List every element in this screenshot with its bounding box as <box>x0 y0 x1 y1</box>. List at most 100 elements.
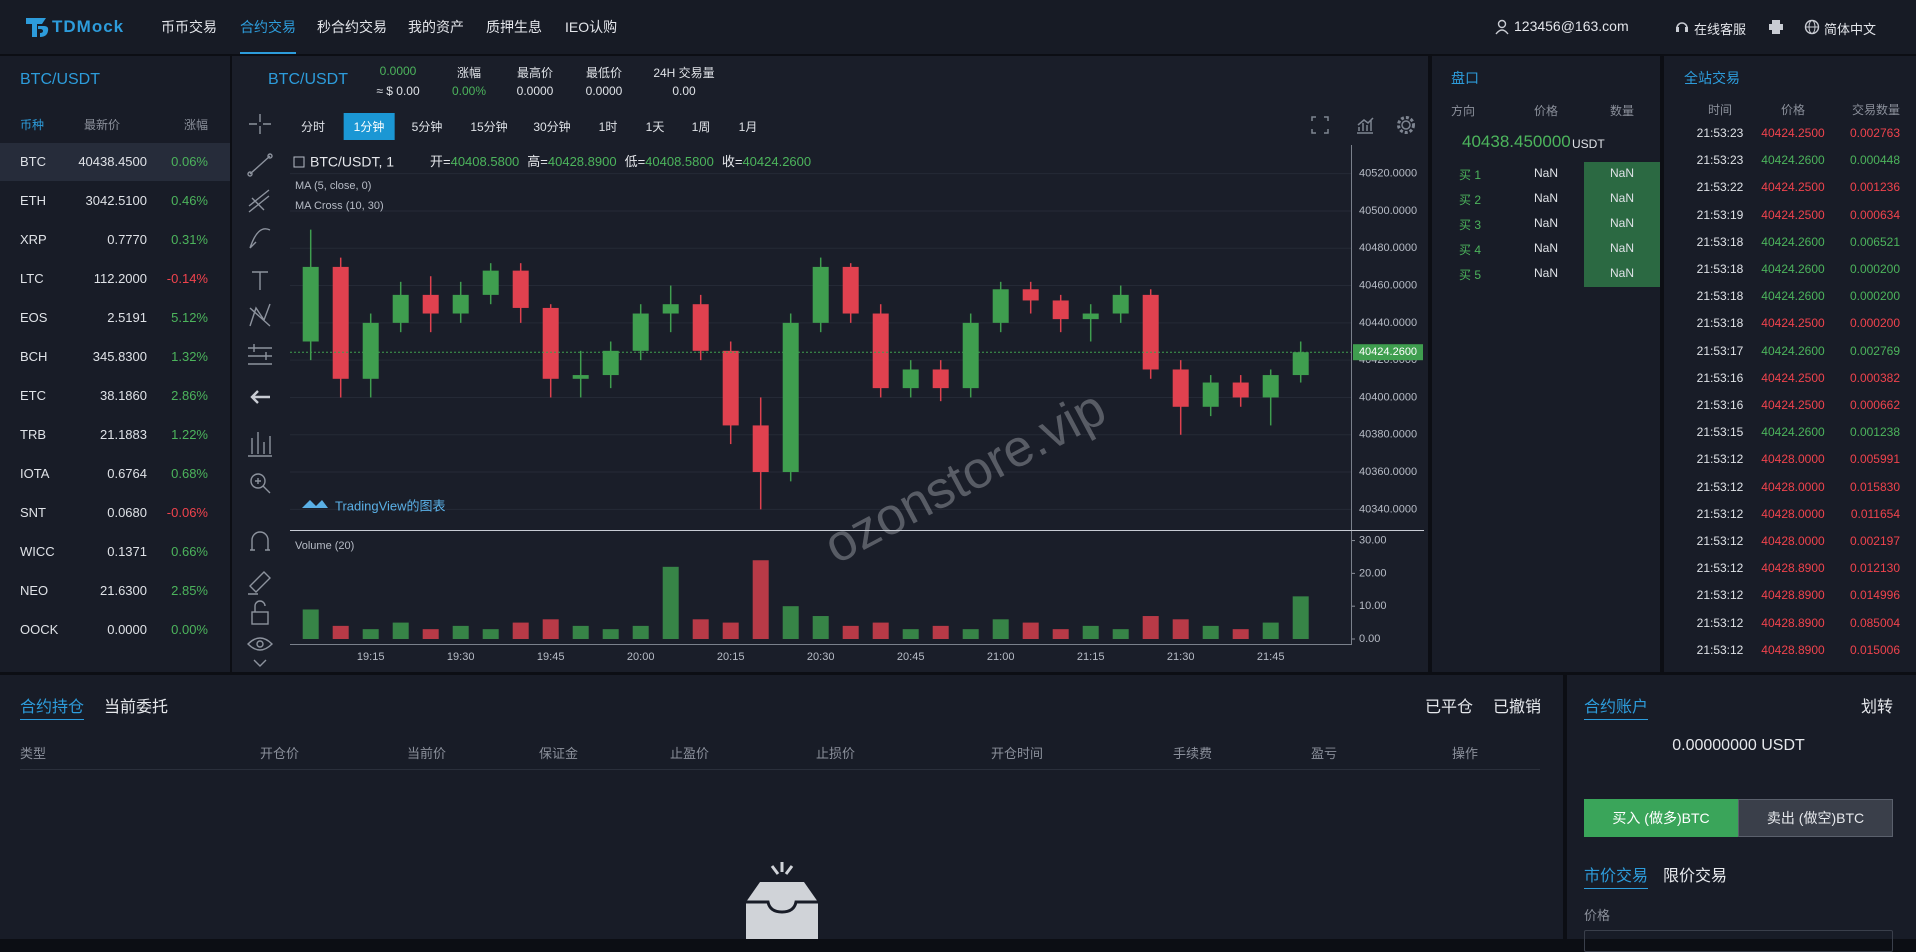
trade-qty: 0.002197 <box>1849 534 1900 548</box>
positions-tab[interactable]: 合约持仓 <box>20 693 85 720</box>
market-cell: 2.86% <box>171 388 208 403</box>
nav-item[interactable]: 秒合约交易 <box>317 19 387 35</box>
tradingview-logo <box>302 500 328 508</box>
sell-button[interactable]: 卖出 (做空)BTC <box>1738 799 1893 837</box>
positions-column: 开仓价 <box>260 746 300 761</box>
order-tab[interactable]: 市价交易 <box>1584 862 1649 889</box>
trade-time: 21:53:12 <box>1696 588 1744 603</box>
market-cell[interactable]: ETH <box>20 193 46 208</box>
user-icon <box>1495 19 1509 35</box>
market-cell[interactable]: WICC <box>20 544 55 559</box>
book-qty-cell: NaN <box>1609 191 1634 205</box>
candlestick-chart[interactable]: 40340.0000 40360.0000 40380.0000 40400.0000… <box>290 145 1424 670</box>
trade-time: 21:53:12 <box>1696 452 1744 467</box>
account-title[interactable]: 合约账户 <box>1584 693 1649 720</box>
globe-icon <box>1804 19 1820 35</box>
book-qty-cell: NaN <box>1609 266 1634 280</box>
volume-bar <box>602 629 619 639</box>
interval-button[interactable]: 30分钟 <box>533 120 571 134</box>
candle-body <box>302 266 319 342</box>
market-cell[interactable]: IOTA <box>20 466 50 481</box>
account-transfer[interactable]: 划转 <box>1860 699 1893 716</box>
interval-button[interactable]: 1分钟 <box>343 113 395 140</box>
market-cell[interactable]: BTC <box>20 154 46 169</box>
logo-text: TDMock <box>52 17 125 36</box>
nav-service[interactable]: 在线客服 <box>1694 22 1747 37</box>
candle-body <box>422 294 439 314</box>
volume-bar <box>962 629 979 639</box>
trade-price: 40428.0000 <box>1761 479 1825 494</box>
volume-bar <box>542 619 559 639</box>
market-cell[interactable]: SNT <box>20 505 46 520</box>
volume-bar <box>812 616 829 639</box>
candle-body <box>1202 382 1219 407</box>
positions-action[interactable]: 已平仓 <box>1425 699 1474 716</box>
trade-price: 40424.2600 <box>1761 153 1825 168</box>
trade-price: 40424.2600 <box>1761 234 1825 249</box>
nav-item[interactable]: 质押生息 <box>486 19 542 35</box>
collapse-box <box>293 156 305 168</box>
interval-button[interactable]: 1时 <box>598 120 618 134</box>
trade-qty: 0.015006 <box>1849 642 1900 657</box>
volume-bar <box>782 606 799 639</box>
ohlc-value: 40408.5800 <box>451 154 520 169</box>
nav-item[interactable]: 合约交易 <box>240 0 296 54</box>
buy-button[interactable]: 买入 (做多)BTC <box>1584 799 1738 837</box>
market-cell[interactable]: LTC <box>20 271 44 286</box>
book-title: 盘口 <box>1451 70 1479 86</box>
market-cell[interactable]: ETC <box>20 388 46 403</box>
interval-button[interactable]: 15分钟 <box>470 120 508 134</box>
market-cell: 0.0680 <box>107 505 147 520</box>
market-cell[interactable]: BCH <box>20 349 48 364</box>
volume-bar <box>572 625 589 639</box>
interval-button[interactable]: 分时 <box>300 120 326 134</box>
price-input[interactable] <box>1584 930 1893 952</box>
book-side: 买 5 <box>1459 268 1482 282</box>
interval-button[interactable]: 5分钟 <box>411 120 443 134</box>
trade-time: 21:53:22 <box>1696 180 1744 195</box>
ticker-stat-value: 0.0000 <box>585 84 623 98</box>
ticker-stat-label: 最高价 <box>516 66 553 80</box>
trade-price: 40424.2600 <box>1761 289 1825 304</box>
nav-item[interactable]: 我的资产 <box>408 19 464 35</box>
print-icon[interactable] <box>1768 19 1784 35</box>
drawing-toolbar[interactable] <box>244 112 276 672</box>
interval-button[interactable]: 1月 <box>738 120 758 134</box>
chart-settings-icons[interactable] <box>1310 115 1420 135</box>
trade-qty: 0.001236 <box>1849 180 1900 195</box>
book-price-cell: NaN <box>1533 266 1558 280</box>
nav-item[interactable]: 币币交易 <box>161 19 217 35</box>
x-tick-label: 20:30 <box>807 651 835 663</box>
volume-bar <box>422 629 439 639</box>
market-cell[interactable]: OOCK <box>20 622 59 637</box>
interval-button[interactable]: 1天 <box>645 120 665 134</box>
candle-body <box>1022 289 1039 301</box>
interval-button[interactable]: 1周 <box>691 120 711 134</box>
order-tab[interactable]: 限价交易 <box>1663 868 1728 885</box>
candle-body <box>662 304 679 314</box>
book-side: 买 1 <box>1459 168 1482 182</box>
nav-item[interactable]: IEO认购 <box>565 19 618 35</box>
trade-qty: 0.014996 <box>1849 588 1900 603</box>
market-cell: 0.06% <box>171 154 208 169</box>
market-cell[interactable]: EOS <box>20 310 48 325</box>
market-cell[interactable]: XRP <box>20 232 47 247</box>
nav-language[interactable]: 简体中文 <box>1824 22 1877 37</box>
trade-time: 21:53:16 <box>1696 370 1744 385</box>
book-qty-bg <box>1584 212 1660 237</box>
positions-column: 类型 <box>20 746 47 761</box>
trades-title: 全站交易 <box>1684 70 1740 86</box>
positions-action[interactable]: 已撤销 <box>1493 699 1542 716</box>
positions-tab[interactable]: 当前委托 <box>104 699 169 716</box>
account-balance: 0.00000000 USDT <box>1672 737 1805 754</box>
market-cell[interactable]: TRB <box>20 427 46 442</box>
trade-time: 21:53:12 <box>1696 615 1744 630</box>
book-side: 买 4 <box>1459 243 1482 257</box>
market-cell[interactable]: NEO <box>20 583 49 598</box>
y2-tick-label: 0.00 <box>1359 633 1380 645</box>
ohlc-label: 高= <box>527 154 548 169</box>
market-cell: 40438.4500 <box>78 154 147 169</box>
trade-time: 21:53:12 <box>1696 642 1744 657</box>
ticker-usd: ≈ $ 0.00 <box>376 84 420 98</box>
nav-user[interactable]: 123456@163.com <box>1514 18 1629 34</box>
